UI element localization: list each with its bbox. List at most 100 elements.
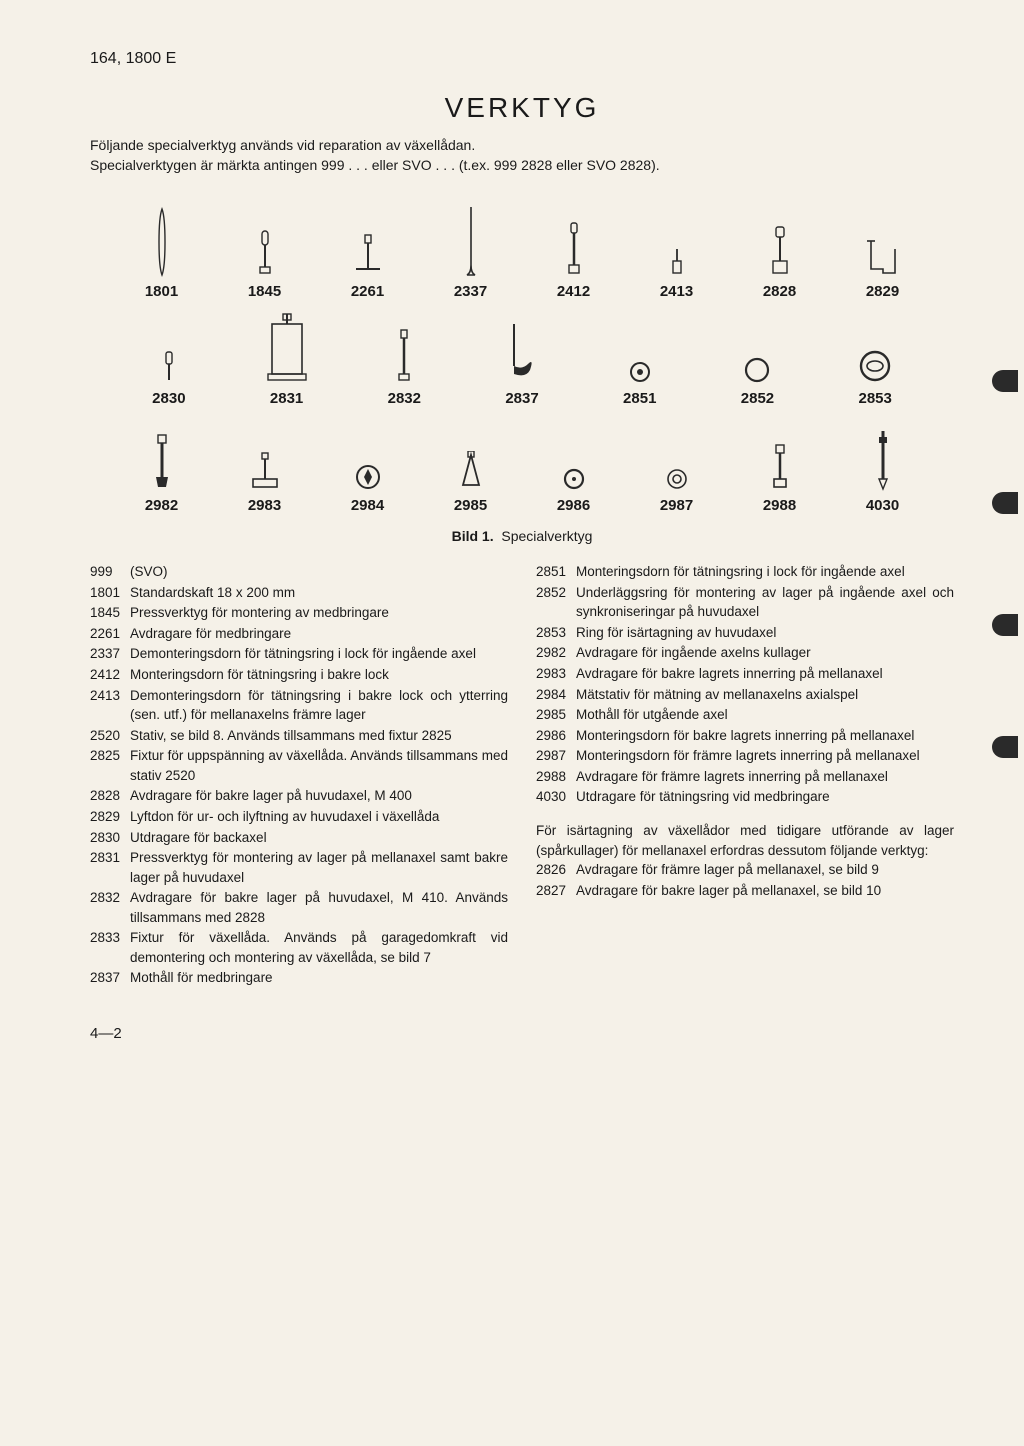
tool-number: 2830	[152, 390, 185, 407]
item-description: Pressverktyg för montering av lager på m…	[130, 848, 508, 887]
intro-line: Specialverktygen är märkta antingen 999 …	[90, 156, 954, 176]
item-description: Fixtur för uppspänning av växellåda. Anv…	[130, 746, 508, 785]
page-title: VERKTYG	[90, 92, 954, 124]
intro-text: Följande specialverktyg används vid repa…	[90, 136, 954, 175]
item-number: 2828	[90, 786, 130, 806]
list-item: 2829Lyftdon för ur- och ilyftning av huv…	[90, 807, 508, 827]
tool-number: 4030	[866, 497, 899, 514]
item-description: Mätstativ för mätning av mellanaxelns ax…	[576, 685, 954, 705]
item-number: 2413	[90, 686, 130, 725]
item-description: Demonteringsdorn för tätningsring i lock…	[130, 644, 508, 664]
tool-cell: 1845	[213, 203, 316, 300]
item-number: 2987	[536, 746, 576, 766]
tool-cell: 2987	[625, 417, 728, 514]
tool-cell: 2837	[463, 310, 581, 407]
item-number: 2412	[90, 665, 130, 685]
item-number: 2831	[90, 848, 130, 887]
list-item: 2830Utdragare för backaxel	[90, 828, 508, 848]
list-item: 2828Avdragare för bakre lager på huvudax…	[90, 786, 508, 806]
intro-line: Följande specialverktyg används vid repa…	[90, 136, 954, 156]
list-item: 2833Fixtur för växellåda. Används på gar…	[90, 928, 508, 967]
tool-icon	[354, 417, 382, 491]
list-item: 2987Monteringsdorn för främre lagrets in…	[536, 746, 954, 766]
item-number: 2986	[536, 726, 576, 746]
tool-number: 2987	[660, 497, 693, 514]
item-description: Avdragare för bakre lager på mellanaxel,…	[576, 881, 954, 901]
item-description: Lyftdon för ur- och ilyftning av huvudax…	[130, 807, 508, 827]
tool-number: 2828	[763, 283, 796, 300]
tab-icon	[992, 614, 1018, 636]
item-description: Fixtur för växellåda. Används på garaged…	[130, 928, 508, 967]
item-description: Mothåll för utgående axel	[576, 705, 954, 725]
item-description: Avdragare för ingående axelns kullager	[576, 643, 954, 663]
tool-number: 2832	[388, 390, 421, 407]
tool-number: 2831	[270, 390, 303, 407]
tool-icon	[262, 310, 312, 384]
tool-number: 2829	[866, 283, 899, 300]
tool-icon	[504, 310, 540, 384]
tool-figure: 1801 1845 2261 2337	[90, 203, 954, 514]
tool-cell: 2337	[419, 203, 522, 300]
item-description: Underläggsring för montering av lager på…	[576, 583, 954, 622]
item-number: 2837	[90, 968, 130, 988]
descriptions: 999(SVO)1801Standardskaft 18 x 200 mm184…	[90, 562, 954, 989]
page: 164, 1800 E VERKTYG Följande specialverk…	[0, 0, 1024, 1446]
tool-cell: 2829	[831, 203, 934, 300]
right-column: 2851Monteringsdorn för tätningsring i lo…	[536, 562, 954, 989]
list-item: 2986Monteringsdorn för bakre lagrets inn…	[536, 726, 954, 746]
tool-number: 1845	[248, 283, 281, 300]
tool-icon	[353, 203, 383, 277]
list-item: 999(SVO)	[90, 562, 508, 582]
tab-icon	[992, 492, 1018, 514]
tool-icon	[566, 203, 582, 277]
item-description: Avdragare för medbringare	[130, 624, 508, 644]
tool-icon	[665, 417, 689, 491]
item-description: Avdragare för bakre lagrets innerring på…	[576, 664, 954, 684]
tool-icon	[156, 203, 168, 277]
tool-number: 2852	[741, 390, 774, 407]
item-number: 2825	[90, 746, 130, 785]
tab-icon	[992, 736, 1018, 758]
tool-number: 2851	[623, 390, 656, 407]
list-item: 2983Avdragare för bakre lagrets innerrin…	[536, 664, 954, 684]
item-number: 2833	[90, 928, 130, 967]
list-item: 2520Stativ, se bild 8. Används tillsamma…	[90, 726, 508, 746]
item-number: 2826	[536, 860, 576, 880]
item-description: Avdragare för bakre lager på huvudaxel, …	[130, 888, 508, 927]
tool-cell: 2985	[419, 417, 522, 514]
item-number: 2520	[90, 726, 130, 746]
tool-number: 2984	[351, 497, 384, 514]
tool-number: 2412	[557, 283, 590, 300]
item-description: Ring för isärtagning av huvudaxel	[576, 623, 954, 643]
tool-number: 2261	[351, 283, 384, 300]
item-description: Mothåll för medbringare	[130, 968, 508, 988]
tab-icon	[992, 370, 1018, 392]
tool-number: 2413	[660, 283, 693, 300]
list-item: 2837Mothåll för medbringare	[90, 968, 508, 988]
item-description: Utdragare för backaxel	[130, 828, 508, 848]
tool-icon	[877, 417, 889, 491]
tool-row: 2830 2831 2832 2837	[90, 310, 954, 407]
tool-number: 2986	[557, 497, 590, 514]
tool-cell: 2988	[728, 417, 831, 514]
item-number: 2984	[536, 685, 576, 705]
tool-icon	[863, 203, 903, 277]
item-number: 2827	[536, 881, 576, 901]
caption-text: Specialverktyg	[501, 528, 592, 544]
tool-cell: 2828	[728, 203, 831, 300]
item-description: Standardskaft 18 x 200 mm	[130, 583, 508, 603]
item-number: 2829	[90, 807, 130, 827]
item-description: Avdragare för bakre lager på huvudaxel, …	[130, 786, 508, 806]
list-item: 2852Underläggsring för montering av lage…	[536, 583, 954, 622]
page-footer: 4—2	[90, 1025, 954, 1042]
tool-row: 2982 2983 2984 2985	[90, 417, 954, 514]
tool-cell: 2851	[581, 310, 699, 407]
tool-icon	[562, 417, 586, 491]
item-number: 2988	[536, 767, 576, 787]
item-number: 999	[90, 562, 130, 582]
tool-number: 2853	[858, 390, 891, 407]
tool-cell: 2983	[213, 417, 316, 514]
item-description: Utdragare för tätningsring vid medbringa…	[576, 787, 954, 807]
item-description: Avdragare för främre lager på mellanaxel…	[576, 860, 954, 880]
list-item: 2827Avdragare för bakre lager på mellana…	[536, 881, 954, 901]
